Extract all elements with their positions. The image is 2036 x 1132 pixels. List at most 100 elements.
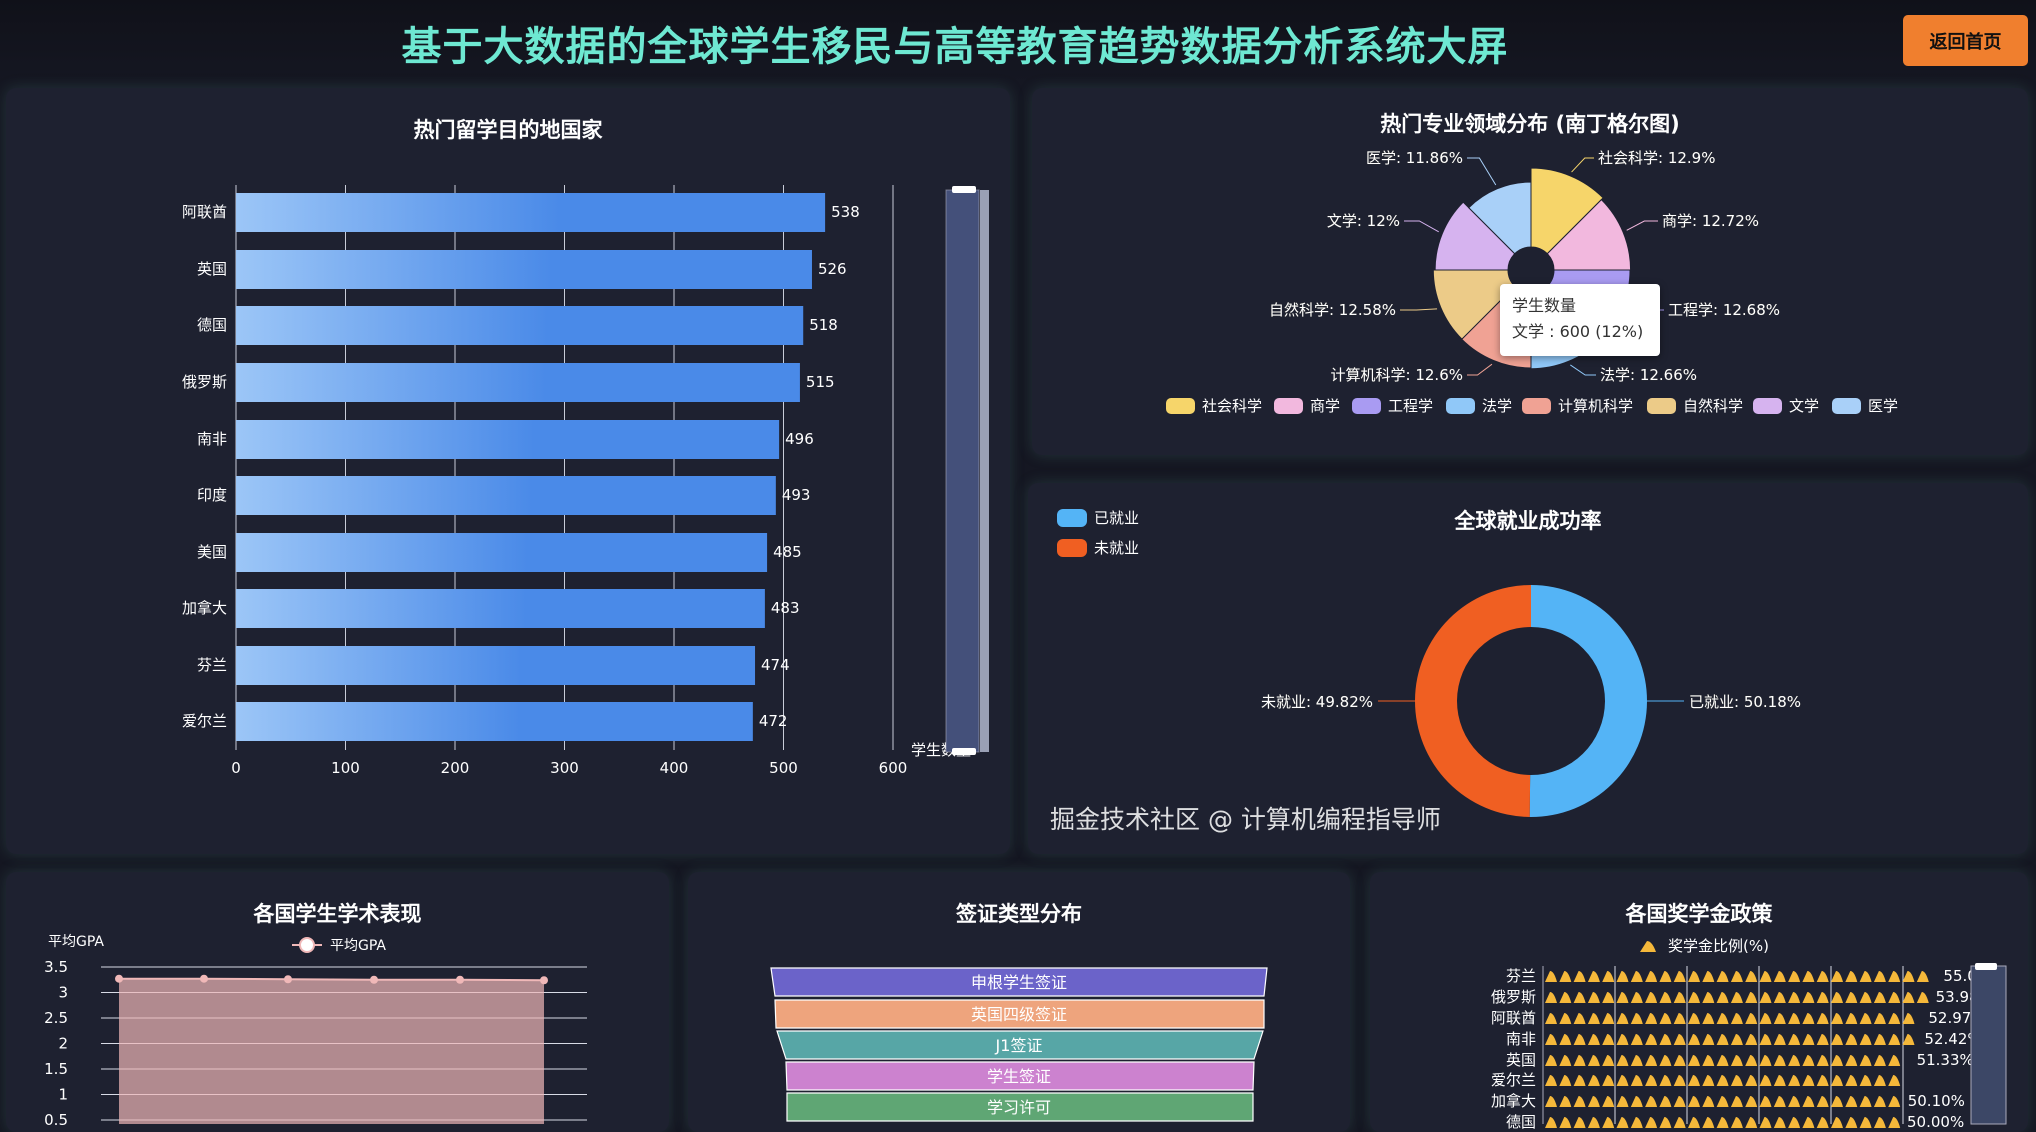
data-point[interactable] (284, 975, 292, 984)
datazoom-track[interactable] (980, 190, 989, 752)
pictorial-symbol (1730, 1075, 1743, 1086)
funnel-segment[interactable] (785, 1061, 1255, 1091)
datazoom-handle-top[interactable] (1975, 963, 1997, 970)
donut-slice[interactable] (1414, 585, 1531, 817)
legend-label: 平均GPA (330, 938, 386, 954)
pictorial-symbol (1845, 1055, 1858, 1066)
funnel-segment[interactable] (786, 1092, 1254, 1122)
datazoom-handle-top[interactable] (952, 186, 976, 193)
rose-slice[interactable] (1546, 198, 1632, 271)
pictorial-symbol (1659, 1075, 1672, 1086)
pictorial-symbol (1831, 1034, 1843, 1045)
rose-slice[interactable] (1432, 269, 1516, 340)
datazoom-handle-bottom[interactable] (952, 748, 976, 755)
major-panel: 热门专业领域分布 (南丁格尔图) (1032, 88, 2028, 455)
pictorial-symbol (1802, 971, 1815, 982)
pictorial-symbol (1545, 1096, 1557, 1107)
pictorial-symbol (1602, 1096, 1615, 1107)
pictorial-symbol (1688, 1055, 1700, 1066)
funnel-segment[interactable] (776, 1030, 1264, 1060)
legend-swatch[interactable] (1274, 398, 1303, 414)
data-point[interactable] (200, 974, 208, 983)
pictorial-symbol (1659, 1034, 1672, 1045)
pictorial-symbol (1730, 1034, 1743, 1045)
pictorial-symbol (1802, 1055, 1815, 1066)
pictorial-symbol (1702, 1117, 1715, 1128)
home-button[interactable]: 返回首页 (1903, 15, 2028, 66)
legend-marker[interactable] (299, 937, 315, 953)
y-tick-label: 英国 (197, 260, 227, 278)
pictorial-symbol (1888, 1117, 1901, 1128)
top-bar (0, 0, 2036, 84)
pictorial-symbol (1859, 992, 1872, 1003)
data-label: 52.42% (1924, 1030, 1981, 1048)
data-point[interactable] (456, 975, 464, 984)
pictorial-symbol (1816, 1075, 1829, 1086)
pictorial-symbol (1573, 992, 1586, 1003)
pictorial-symbol (1845, 1096, 1858, 1107)
pictorial-symbol (1659, 1013, 1672, 1024)
funnel-segment[interactable] (774, 999, 1265, 1029)
y-tick-label: 德国 (197, 316, 227, 334)
funnel-label: 申根学生签证 (971, 973, 1067, 992)
data-label: 538 (831, 203, 860, 221)
rose-slice[interactable] (1530, 167, 1604, 255)
pictorial-symbol (1816, 971, 1829, 982)
legend-swatch[interactable] (1352, 398, 1381, 414)
bar (236, 702, 753, 741)
pictorial-symbol (1630, 992, 1643, 1003)
datazoom-slider[interactable] (1970, 965, 2007, 1125)
legend-swatch[interactable] (1057, 509, 1087, 527)
legend-swatch[interactable] (1166, 398, 1195, 414)
pictorial-symbol (1645, 971, 1658, 982)
pictorial-symbol (1602, 1055, 1615, 1066)
pictorial-symbol (1545, 1013, 1557, 1024)
pictorial-symbol (1859, 1055, 1872, 1066)
legend-swatch[interactable] (1753, 398, 1782, 414)
data-point[interactable] (540, 976, 548, 985)
pictorial-symbol (1873, 1117, 1886, 1128)
donut-slice[interactable] (1529, 585, 1647, 817)
legend-swatch[interactable] (1446, 398, 1475, 414)
y-tick-label: 加拿大 (1491, 1092, 1536, 1110)
pictorial-symbol (1816, 1013, 1829, 1024)
datazoom-slider[interactable] (945, 189, 980, 753)
y-tick-label: 1.5 (44, 1060, 68, 1078)
pictorial-symbol (1888, 992, 1901, 1003)
pictorial-symbol (1859, 1117, 1872, 1128)
pictorial-symbol (1888, 1013, 1901, 1024)
pictorial-symbol (1645, 1096, 1658, 1107)
pictorial-symbol (1873, 1075, 1886, 1086)
rose-slice[interactable] (1468, 181, 1532, 255)
pictorial-symbol (1859, 1013, 1872, 1024)
pictorial-symbol (1602, 1034, 1615, 1045)
pictorial-symbol (1559, 1096, 1572, 1107)
panel-title: 热门专业领域分布 (南丁格尔图) (1380, 112, 1680, 136)
pictorial-symbol (1788, 1075, 1801, 1086)
funnel-segment[interactable] (770, 967, 1268, 997)
legend-label: 奖学金比例(%) (1668, 937, 1769, 955)
bar (236, 589, 765, 628)
y-tick-label: 加拿大 (182, 599, 227, 617)
pictorial-symbol (1816, 1055, 1829, 1066)
pictorial-symbol (1716, 1075, 1729, 1086)
legend-swatch[interactable] (1522, 398, 1551, 414)
pictorial-symbol (1802, 992, 1815, 1003)
y-tick-label: 1 (58, 1086, 68, 1104)
legend-swatch[interactable] (1057, 539, 1087, 557)
pictorial-symbol (1573, 1013, 1586, 1024)
data-point[interactable] (370, 975, 378, 984)
legend-swatch[interactable] (1832, 398, 1861, 414)
panel-title: 热门留学目的地国家 (413, 118, 603, 142)
rose-slice[interactable] (1434, 201, 1516, 271)
legend-label: 未就业 (1094, 539, 1139, 557)
pictorial-symbol (1688, 1013, 1700, 1024)
legend-symbol[interactable] (1640, 941, 1656, 952)
slice-label: 社会科学: 12.9% (1598, 149, 1715, 167)
label-line (1626, 220, 1658, 231)
legend-swatch[interactable] (1647, 398, 1676, 414)
data-point[interactable] (115, 974, 123, 983)
pictorial-symbol (1888, 1034, 1901, 1045)
pictorial-symbol (1730, 1055, 1743, 1066)
pictorial-symbol (1688, 1096, 1700, 1107)
